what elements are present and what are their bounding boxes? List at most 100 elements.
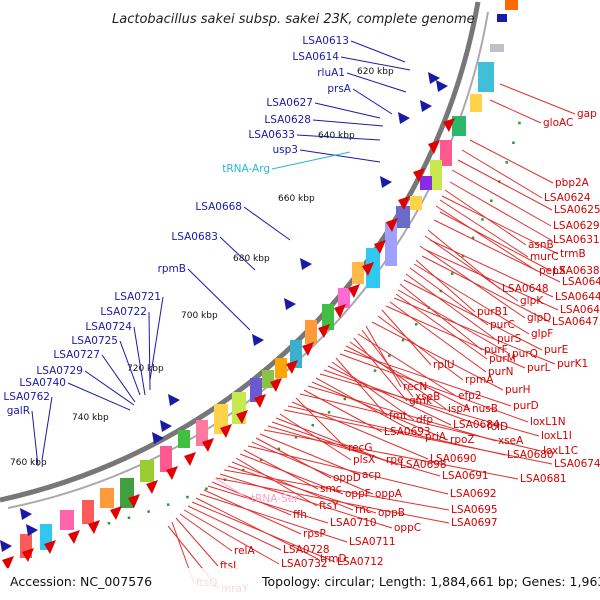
gene-features	[0, 0, 518, 570]
tick-mark	[260, 458, 263, 461]
reverse-gene-arrow	[236, 410, 248, 424]
label-leader-line	[451, 169, 552, 227]
reverse-gene-arrow	[348, 284, 360, 298]
label-leader-line	[365, 325, 402, 388]
kbp-tick-label: 760 kbp	[10, 458, 47, 468]
gene-label: LSA0644	[555, 291, 600, 303]
gene-label: LSA0740	[19, 377, 66, 389]
gene-label: LSA0727	[53, 349, 100, 361]
label-leader-line	[291, 401, 429, 460]
gene-label: loxL1N	[530, 416, 566, 428]
gene-label: nusB	[472, 403, 498, 415]
label-leader-line	[119, 340, 141, 396]
gene-label: plsX	[353, 454, 375, 466]
gene-block	[478, 62, 494, 92]
label-leader-line	[183, 509, 280, 565]
gene-label: rpsP	[303, 528, 326, 540]
label-leader-line	[377, 315, 464, 381]
gene-label: dfp	[416, 414, 433, 426]
label-leader-line	[461, 149, 543, 199]
label-leader-line	[439, 199, 529, 258]
gene-label: LSA0695	[451, 504, 498, 516]
gene-label: tRNA-Ser	[251, 493, 299, 505]
label-leader-line	[215, 477, 450, 524]
gene-label: LSA0631	[553, 234, 600, 246]
gene-label: tRNA-Arg	[222, 163, 270, 175]
gene-label: purM	[489, 353, 516, 365]
kbp-tick-label: 700 kbp	[181, 311, 218, 321]
gene-label: recN	[403, 381, 427, 393]
label-leader-line	[187, 268, 251, 331]
label-leader-line	[350, 40, 406, 63]
label-leader-line	[331, 361, 415, 421]
gene-block	[490, 44, 504, 52]
label-leader-line	[449, 181, 552, 241]
label-leader-line	[424, 235, 519, 302]
gene-label: LSA0614	[292, 51, 339, 63]
gene-label: LSA0648	[502, 283, 549, 295]
gene-block	[366, 248, 380, 288]
gene-label: LSA0729	[36, 365, 83, 377]
label-leader-line	[389, 301, 487, 373]
label-leader-line	[415, 259, 476, 313]
gene-label: LSA0683	[171, 231, 218, 243]
label-leader-line	[439, 211, 552, 272]
tick-mark	[373, 369, 377, 372]
reverse-gene-arrow	[398, 196, 410, 210]
reverse-gene-arrow	[334, 304, 346, 318]
gene-label: LSA0691	[442, 470, 489, 482]
label-leader-line	[299, 393, 542, 452]
label-leader-line	[433, 219, 561, 283]
reverse-gene-arrow	[184, 452, 196, 466]
gene-label: LSA0690	[430, 453, 477, 465]
forward-gene-arrow	[160, 420, 172, 432]
gene-label: LSA0693	[384, 426, 431, 438]
gene-block	[352, 262, 364, 284]
forward-gene-arrow	[300, 258, 312, 270]
label-leader-line	[499, 83, 576, 115]
reverse-gene-arrow	[443, 118, 455, 132]
gene-label: LSA0638	[553, 265, 600, 277]
gene-label: rluA1	[317, 67, 345, 79]
gene-label: LSA0624	[544, 192, 591, 204]
gene-block	[470, 94, 482, 112]
gene-label: LSA0721	[114, 291, 161, 303]
label-leader-line	[84, 370, 135, 406]
gene-label: rpe	[386, 454, 403, 466]
forward-gene-arrow	[168, 394, 180, 406]
tick-mark	[242, 468, 245, 472]
gene-block	[410, 196, 422, 210]
reverse-gene-arrow	[88, 520, 100, 534]
gene-label: rnc	[355, 504, 372, 516]
reverse-gene-arrow	[22, 548, 34, 562]
gene-block	[338, 288, 350, 308]
forward-gene-arrow	[284, 298, 296, 310]
label-leader-line	[207, 485, 329, 524]
gene-label: LSA0627	[266, 97, 313, 109]
gene-block	[60, 510, 74, 530]
tick-mark	[166, 503, 170, 506]
gene-label: galR	[7, 405, 30, 417]
gene-label: purL	[527, 362, 551, 374]
label-leader-line	[199, 493, 348, 543]
label-leader-line	[303, 389, 383, 433]
label-leader-line	[267, 425, 441, 477]
label-leader-line	[101, 354, 136, 403]
kbp-tick-label: 660 kbp	[278, 194, 315, 204]
gene-label: LSA0613	[302, 35, 349, 47]
gene-label: LSA0692	[450, 488, 497, 500]
label-leader-line	[413, 263, 530, 335]
reverse-gene-arrow	[386, 218, 398, 232]
kbp-ticks: 620 kbp 640 kbp 660 kbp 680 kbp 700 kbp 720 k…	[10, 67, 521, 525]
gene-label: ffh	[293, 509, 307, 521]
gene-label: usp3	[273, 144, 298, 156]
gene-label: oppA	[375, 488, 403, 500]
reverse-gene-arrow	[318, 324, 330, 338]
label-leader-line	[296, 134, 381, 141]
gene-label: pepX	[539, 265, 566, 277]
gene-label: trmB	[560, 248, 586, 260]
label-leader-line	[271, 151, 351, 170]
label-leader-line	[357, 333, 457, 397]
gene-block	[290, 340, 302, 368]
label-leader-line	[385, 305, 526, 369]
